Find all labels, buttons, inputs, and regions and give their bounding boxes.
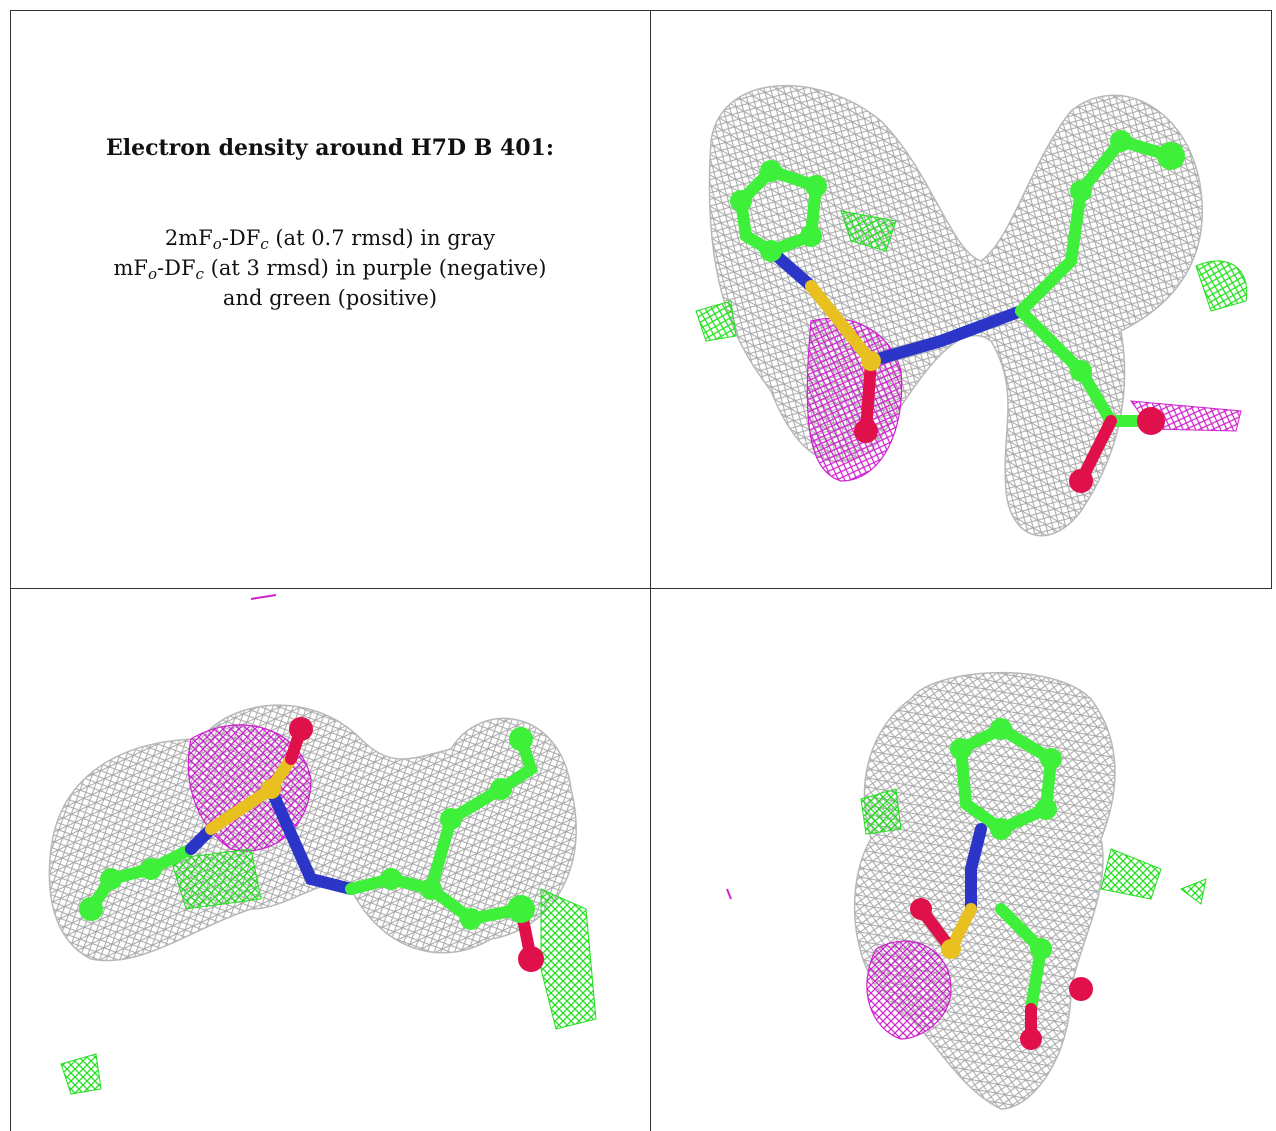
map-legend: 2mFo-DFc (at 0.7 rmsd) in gray mFo-DFc (… bbox=[114, 223, 547, 313]
density-view-bottom-right bbox=[651, 589, 1271, 1131]
figure-title: Electron density around H7D B 401: bbox=[105, 135, 554, 161]
border-left bbox=[10, 10, 11, 1131]
border-middle bbox=[10, 588, 1272, 589]
density-render bbox=[695, 85, 1248, 537]
density-render bbox=[48, 594, 597, 1095]
legend-line-fo-fc: mFo-DFc (at 3 rmsd) in purple (negative) bbox=[113, 256, 547, 283]
border-top bbox=[10, 10, 1272, 11]
figure-grid: Electron density around H7D B 401: 2mFo-… bbox=[10, 10, 1272, 1131]
legend-line-positive: and green (positive) bbox=[222, 286, 438, 310]
border-center bbox=[650, 10, 651, 1131]
density-render bbox=[726, 671, 1207, 1110]
density-view-top-right bbox=[651, 11, 1271, 588]
density-view-bottom-left bbox=[11, 589, 650, 1131]
legend-line-2fo-fc: 2mFo-DFc (at 0.7 rmsd) in gray bbox=[164, 226, 496, 253]
caption-cell: Electron density around H7D B 401: 2mFo-… bbox=[10, 10, 650, 588]
border-right bbox=[1271, 10, 1272, 588]
